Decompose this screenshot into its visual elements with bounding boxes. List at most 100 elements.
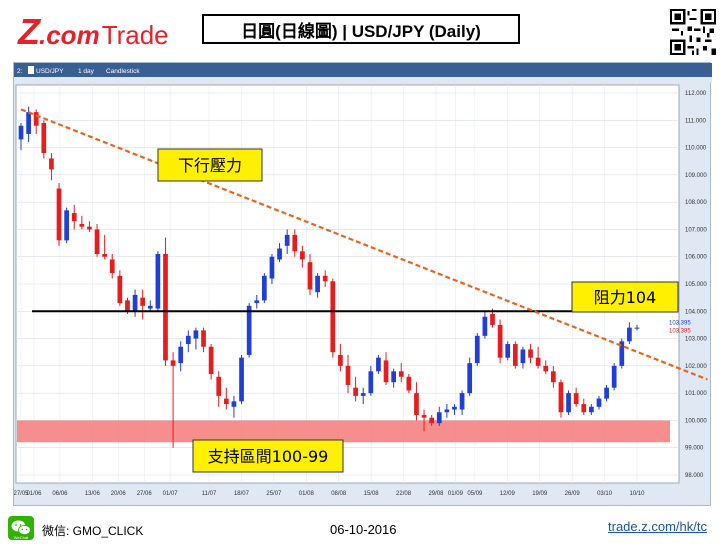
candle-body (436, 412, 442, 424)
flag-icon (28, 66, 34, 74)
candle-body (566, 393, 571, 413)
chart-header-bar (14, 63, 712, 77)
candle-body (589, 406, 594, 413)
candle-body (330, 281, 336, 353)
candle-body (421, 414, 427, 418)
wechat-id: 微信: GMO_CLICK (42, 524, 144, 538)
y-tick-label: 106.000 (685, 255, 707, 261)
candle-body (49, 158, 54, 170)
x-tick-label: 01/09 (448, 491, 464, 497)
candle-body (376, 357, 381, 372)
x-tick-label: 15/08 (364, 491, 380, 497)
y-tick-label: 102.000 (685, 364, 707, 370)
tab-symbol: USD/JPY (36, 68, 64, 75)
candle-body (322, 275, 328, 282)
candle-body (353, 387, 358, 396)
candle-body (132, 294, 138, 312)
candle-body (391, 371, 396, 383)
chart-header-gap (14, 77, 712, 83)
candle-body (573, 393, 579, 405)
logo-com: .com (39, 20, 100, 50)
downtrend-label: 下行壓力 (178, 156, 242, 175)
candle-body (360, 393, 366, 396)
candle-body (102, 253, 108, 257)
chart-panel: 2: USD/JPY 1 day Candlestick 112.000 111.000 1… (13, 62, 712, 506)
candle-body (193, 330, 199, 339)
candle-body (497, 324, 503, 358)
price-tag-low: 103.385 (669, 329, 691, 335)
candle-body (619, 341, 625, 366)
candle-body (56, 188, 62, 241)
resistance-label: 阻力104 (594, 288, 657, 307)
tab-interval: 1 day (78, 68, 95, 75)
x-tick-label: 27/05 (14, 491, 29, 497)
wechat-icon: WeChat (8, 516, 34, 540)
candle-body (239, 357, 244, 402)
candle-body (512, 344, 518, 366)
candle-body (269, 256, 275, 279)
candle-body (277, 248, 282, 260)
candle-body (543, 365, 549, 372)
candle-body (41, 123, 47, 154)
candle-body (634, 327, 640, 329)
candle-body (246, 305, 252, 355)
candle-body (26, 112, 31, 134)
y-tick-label: 99.000 (685, 446, 704, 452)
chart-canvas: 2: USD/JPY 1 day Candlestick 112.000 111.000 1… (14, 63, 712, 497)
candle-body (406, 376, 412, 391)
candle-body (528, 349, 533, 358)
candle-body (262, 275, 267, 301)
svg-text:WeChat: WeChat (14, 535, 29, 540)
report-date: 06-10-2016 (330, 522, 397, 537)
candle-body (87, 226, 92, 230)
candle-body (18, 125, 24, 140)
x-tick-label: 26/09 (565, 491, 581, 497)
downtrend-label-box (157, 148, 263, 182)
x-tick-label: 10/10 (629, 491, 645, 497)
x-tick-label: 12/09 (500, 491, 516, 497)
price-tag-high: 103.395 (669, 321, 691, 327)
x-tick-label: 06/06 (52, 491, 68, 497)
candle-body (398, 371, 404, 377)
candle-body (467, 363, 473, 394)
candle-body (490, 314, 495, 325)
candle-body (170, 360, 176, 366)
y-tick-label: 100.000 (685, 418, 707, 424)
candle-body (315, 275, 320, 293)
page-title: 日圓(日線圖) | USD/JPY (Daily) (202, 14, 520, 44)
candle-body (71, 213, 77, 222)
candle-body (94, 229, 100, 254)
candle-body (482, 316, 488, 336)
candle-body (383, 360, 389, 383)
y-tick-label: 104.000 (685, 309, 707, 315)
candle-body (292, 234, 298, 252)
website-link[interactable]: trade.z.com/hk/tc (608, 519, 707, 534)
x-tick-label: 01/07 (163, 491, 179, 497)
candle-body (125, 300, 130, 312)
candle-body (474, 335, 480, 364)
x-tick-label: 22/08 (396, 491, 412, 497)
candle-body (338, 354, 343, 366)
support-label: 支持區間100-99 (208, 447, 329, 466)
candle-body (216, 376, 222, 396)
candle-body (505, 344, 511, 358)
y-tick-label: 98.000 (685, 473, 704, 479)
candle-body (627, 327, 632, 342)
candle-body (520, 349, 526, 364)
y-tick-label: 103.000 (685, 337, 707, 343)
candle-body (140, 297, 146, 306)
x-tick-label: 20/06 (111, 491, 127, 497)
x-tick-label: 25/07 (266, 491, 282, 497)
candle-body (254, 300, 260, 304)
logo-z: Z (18, 11, 40, 52)
y-tick-label: 105.000 (685, 282, 707, 288)
x-tick-label: 11/07 (202, 491, 217, 497)
candle-body (201, 330, 206, 347)
candle-body (558, 382, 564, 413)
downtrend-line (20, 108, 708, 381)
candle-body (611, 365, 617, 388)
x-tick-label: 03/10 (597, 491, 613, 497)
candle-body (414, 393, 419, 415)
candle-body (223, 398, 229, 405)
x-tick-label: 13/06 (85, 491, 101, 497)
